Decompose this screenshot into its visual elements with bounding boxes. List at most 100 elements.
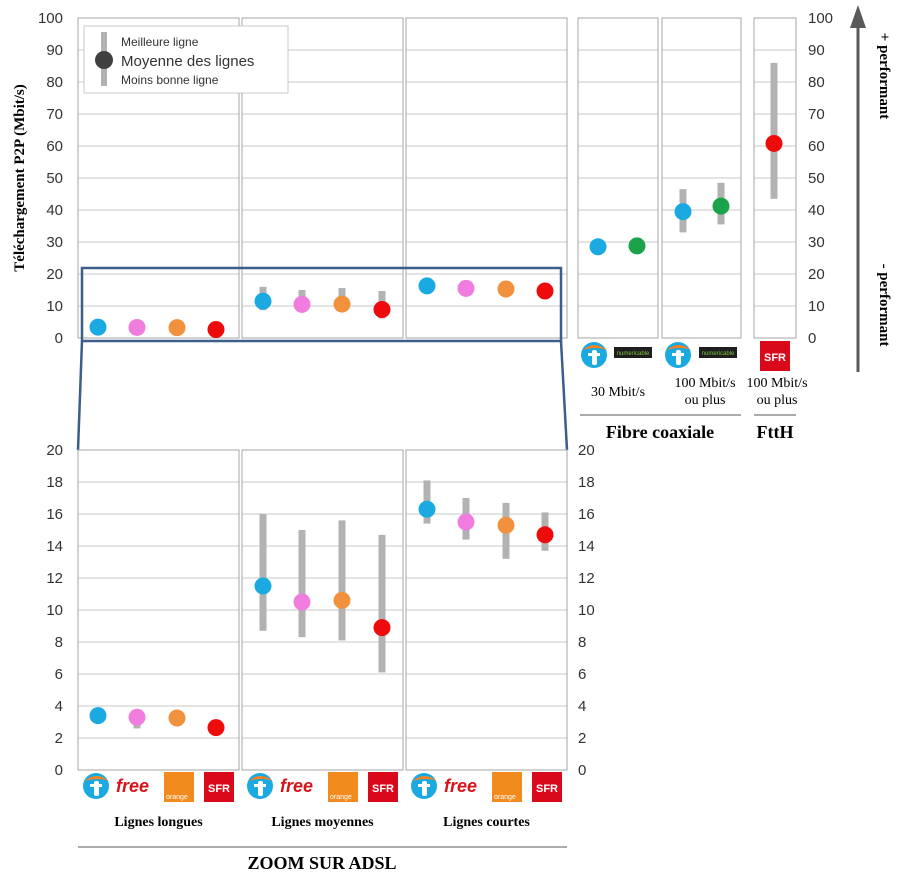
top-chart-left-tick: 100 bbox=[38, 10, 63, 27]
free-logo-icon: free bbox=[444, 776, 477, 796]
top-chart-mean-point-sfr bbox=[536, 282, 554, 300]
top-chart-right-tick: 100 bbox=[808, 10, 833, 27]
zoom-chart-right-tick: 8 bbox=[578, 634, 586, 651]
zoom-chart-left-tick: 12 bbox=[46, 570, 63, 587]
sfr-logo-text: SFR bbox=[208, 783, 230, 795]
zoom-chart-right-tick: 20 bbox=[578, 442, 595, 459]
fibre-100-label-line2: ou plus bbox=[685, 393, 726, 408]
zoom-title: ZOOM SUR ADSL bbox=[247, 853, 396, 873]
top-chart-panel-4 bbox=[577, 17, 659, 339]
zoom-chart-right-tick: 6 bbox=[578, 666, 586, 683]
bouygues-logo-icon bbox=[83, 773, 109, 799]
top-chart-panel-3 bbox=[405, 17, 568, 339]
more-performant-label: + performant bbox=[876, 33, 892, 119]
zoom-chart-mean-point-sfr bbox=[207, 719, 225, 737]
top-chart-mean-point-bouygues bbox=[418, 277, 436, 295]
orange-logo-icon: orange bbox=[164, 772, 194, 802]
legend-worst-line: Moins bonne ligne bbox=[121, 73, 219, 87]
free-logo-text: free bbox=[280, 776, 313, 796]
top-chart-right-tick: 80 bbox=[808, 74, 825, 91]
zoom-chart-range-bar bbox=[378, 534, 386, 673]
numericable-logo-text: numericable bbox=[702, 351, 735, 357]
top-chart-left-tick: 0 bbox=[55, 330, 63, 347]
zoom-chart-left-tick: 10 bbox=[46, 602, 63, 619]
zoom-chart-range-bar bbox=[259, 514, 267, 631]
top-chart-mean-point-free bbox=[128, 318, 146, 336]
numericable-logo-text: numericable bbox=[617, 351, 650, 357]
top-chart-left-tick: 40 bbox=[46, 202, 63, 219]
top-chart-right-tick: 40 bbox=[808, 202, 825, 219]
sfr-logo-icon: SFR bbox=[532, 772, 562, 802]
y-axis-label: Téléchargement P2P (Mbit/s) bbox=[12, 84, 28, 271]
top-chart-left-tick: 90 bbox=[46, 42, 63, 59]
top-chart-mean-point-sfr bbox=[207, 321, 225, 339]
top-chart-right-tick: 90 bbox=[808, 42, 825, 59]
zoom-chart-mean-point-sfr bbox=[373, 619, 391, 637]
top-chart-right-tick: 50 bbox=[808, 170, 825, 187]
top-chart-mean-point-orange bbox=[497, 280, 515, 298]
sfr-logo-text: SFR bbox=[372, 783, 394, 795]
zoom-chart-left-tick: 2 bbox=[55, 730, 63, 747]
top-chart-mean-point-numericable bbox=[628, 237, 646, 255]
numericable-logo-icon: numericable bbox=[614, 347, 652, 358]
zoom-chart-right-tick: 4 bbox=[578, 698, 586, 715]
zoom-chart-left-tick: 0 bbox=[55, 762, 63, 779]
bouygues-logo-icon bbox=[247, 773, 273, 799]
legend-best-line: Meilleure ligne bbox=[121, 35, 199, 49]
top-chart-mean-point-free bbox=[457, 279, 475, 297]
zoom-chart-right-tick: 18 bbox=[578, 474, 595, 491]
zoom-panel-label: Lignes courtes bbox=[443, 815, 530, 830]
free-logo-text: free bbox=[116, 776, 149, 796]
orange-logo-text: orange bbox=[166, 794, 188, 801]
top-chart-mean-point-orange bbox=[168, 319, 186, 337]
zoom-panel-label: Lignes longues bbox=[114, 815, 203, 830]
zoom-chart-panel-2 bbox=[241, 449, 404, 771]
legend-mean: Moyenne des lignes bbox=[121, 53, 254, 70]
zoom-chart-mean-point-sfr bbox=[536, 526, 554, 544]
ftth-100-label-line2: ou plus bbox=[757, 393, 798, 408]
zoom-chart-mean-point-free bbox=[128, 708, 146, 726]
bouygues-logo-icon bbox=[411, 773, 437, 799]
top-chart-mean-point-free bbox=[293, 295, 311, 313]
free-logo-text: free bbox=[444, 776, 477, 796]
zoom-chart-panel-1 bbox=[77, 449, 240, 771]
zoom-chart-right-tick: 10 bbox=[578, 602, 595, 619]
top-chart-right-tick: 60 bbox=[808, 138, 825, 155]
top-chart-mean-point-bouygues bbox=[254, 292, 272, 310]
free-logo-icon: free bbox=[280, 776, 313, 796]
sfr-logo-icon: SFR bbox=[368, 772, 398, 802]
top-chart-left-tick: 20 bbox=[46, 266, 63, 283]
top-chart-mean-point-sfr bbox=[765, 134, 783, 152]
zoom-chart-right-tick: 16 bbox=[578, 506, 595, 523]
top-chart-mean-point-bouygues bbox=[89, 318, 107, 336]
top-chart-panel-5 bbox=[661, 17, 742, 339]
sfr-logo-text: SFR bbox=[536, 783, 558, 795]
top-chart-left-tick: 10 bbox=[46, 298, 63, 315]
zoom-chart-left-tick: 14 bbox=[46, 538, 63, 555]
ftth-100-label-line1: 100 Mbit/s bbox=[746, 376, 807, 391]
top-chart-right-tick: 10 bbox=[808, 298, 825, 315]
top-chart-right-tick: 20 bbox=[808, 266, 825, 283]
zoom-chart-right-tick: 2 bbox=[578, 730, 586, 747]
zoom-chart-mean-point-bouygues bbox=[418, 500, 436, 518]
fibre-30-label: 30 Mbit/s bbox=[591, 385, 645, 400]
top-chart-mean-point-bouygues bbox=[674, 203, 692, 221]
fibre-100-label-line1: 100 Mbit/s bbox=[674, 376, 735, 391]
bouygues-logo-icon bbox=[665, 342, 691, 368]
zoom-chart-mean-point-orange bbox=[497, 516, 515, 534]
zoom-chart-mean-point-orange bbox=[168, 709, 186, 727]
zoom-chart-left-tick: 20 bbox=[46, 442, 63, 459]
top-chart-mean-point-sfr bbox=[373, 301, 391, 319]
performance-arrow-head bbox=[850, 5, 866, 28]
orange-logo-text: orange bbox=[494, 794, 516, 801]
top-chart-range-bar bbox=[770, 62, 778, 199]
numericable-logo-icon: numericable bbox=[699, 347, 737, 358]
zoom-chart-left-tick: 8 bbox=[55, 634, 63, 651]
ftth-group-label: FttH bbox=[757, 422, 794, 442]
zoom-chart-left-tick: 16 bbox=[46, 506, 63, 523]
zoom-chart-right-tick: 12 bbox=[578, 570, 595, 587]
top-chart-left-tick: 80 bbox=[46, 74, 63, 91]
legend: Meilleure ligne Moyenne des lignes Moins b… bbox=[83, 25, 289, 94]
top-chart-left-tick: 30 bbox=[46, 234, 63, 251]
